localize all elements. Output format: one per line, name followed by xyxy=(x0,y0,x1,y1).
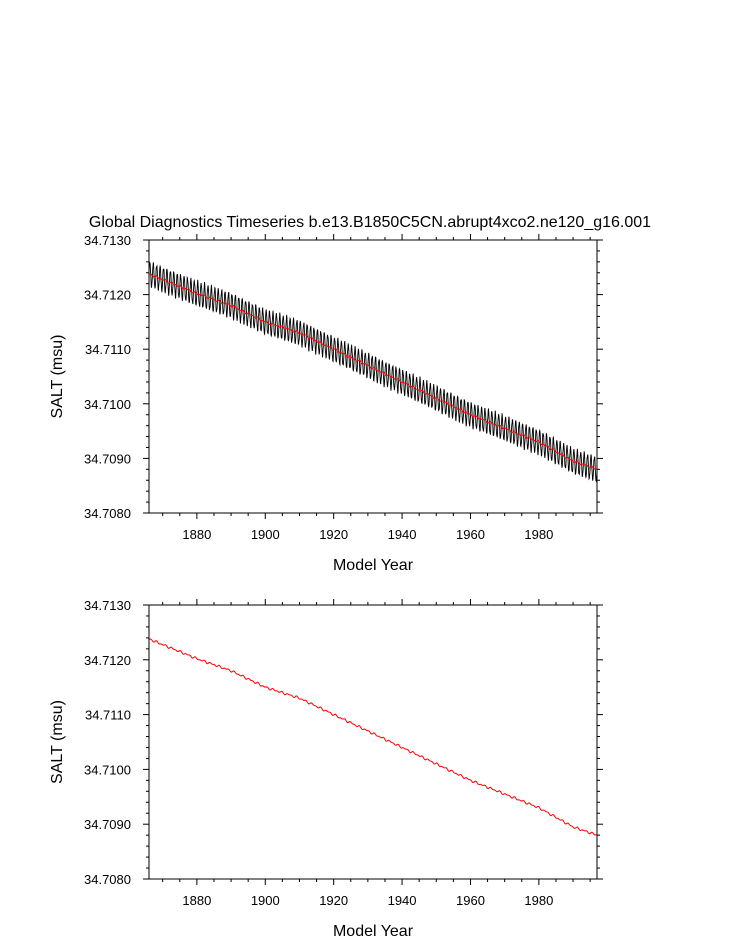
y-axis-label: SALT (msu) xyxy=(49,700,66,784)
y-tick-label: 34.7130 xyxy=(84,598,131,613)
monthly-series-line xyxy=(148,261,598,483)
x-tick-label: 1980 xyxy=(524,893,553,908)
y-tick-label: 34.7130 xyxy=(84,233,131,248)
x-tick-label: 1940 xyxy=(388,527,417,542)
x-axis-label: Model Year xyxy=(333,923,414,940)
x-tick-label: 1980 xyxy=(524,527,553,542)
y-tick-label: 34.7120 xyxy=(84,288,131,303)
x-tick-label: 1880 xyxy=(182,893,211,908)
bottom-panel: 1880 1900 1920 1940 1960 1980 34.7080 34.7090 34… xyxy=(49,598,603,940)
annual-mean-series-line xyxy=(148,273,598,470)
annual-mean-series-line xyxy=(148,638,598,836)
y-axis-label: SALT (msu) xyxy=(49,335,66,419)
x-tick-label: 1940 xyxy=(388,893,417,908)
x-tick-label: 1920 xyxy=(319,893,348,908)
y-tick-label: 34.7080 xyxy=(84,872,131,887)
plot-frame xyxy=(148,604,598,880)
y-tick-label: 34.7090 xyxy=(84,817,131,832)
top-panel: 1880 1900 1920 1940 1960 1980 34.7080 34.7090 34… xyxy=(49,233,603,574)
x-tick-label: 1960 xyxy=(456,527,485,542)
x-tick-label: 1920 xyxy=(319,527,348,542)
y-tick-label: 34.7080 xyxy=(84,506,131,521)
plot-frame xyxy=(148,239,598,514)
x-tick-label: 1900 xyxy=(251,893,280,908)
y-tick-label: 34.7120 xyxy=(84,653,131,668)
x-axis-label: Model Year xyxy=(333,557,414,574)
y-tick-label: 34.7090 xyxy=(84,451,131,466)
x-tick-label: 1880 xyxy=(182,527,211,542)
y-tick-label: 34.7100 xyxy=(84,397,131,412)
y-tick-label: 34.7100 xyxy=(84,762,131,777)
y-tick-label: 34.7110 xyxy=(85,708,131,723)
y-tick-label: 34.7110 xyxy=(85,342,131,357)
x-tick-label: 1900 xyxy=(251,527,280,542)
chart-title: Global Diagnostics Timeseries b.e13.B185… xyxy=(89,214,651,231)
x-tick-label: 1960 xyxy=(456,893,485,908)
